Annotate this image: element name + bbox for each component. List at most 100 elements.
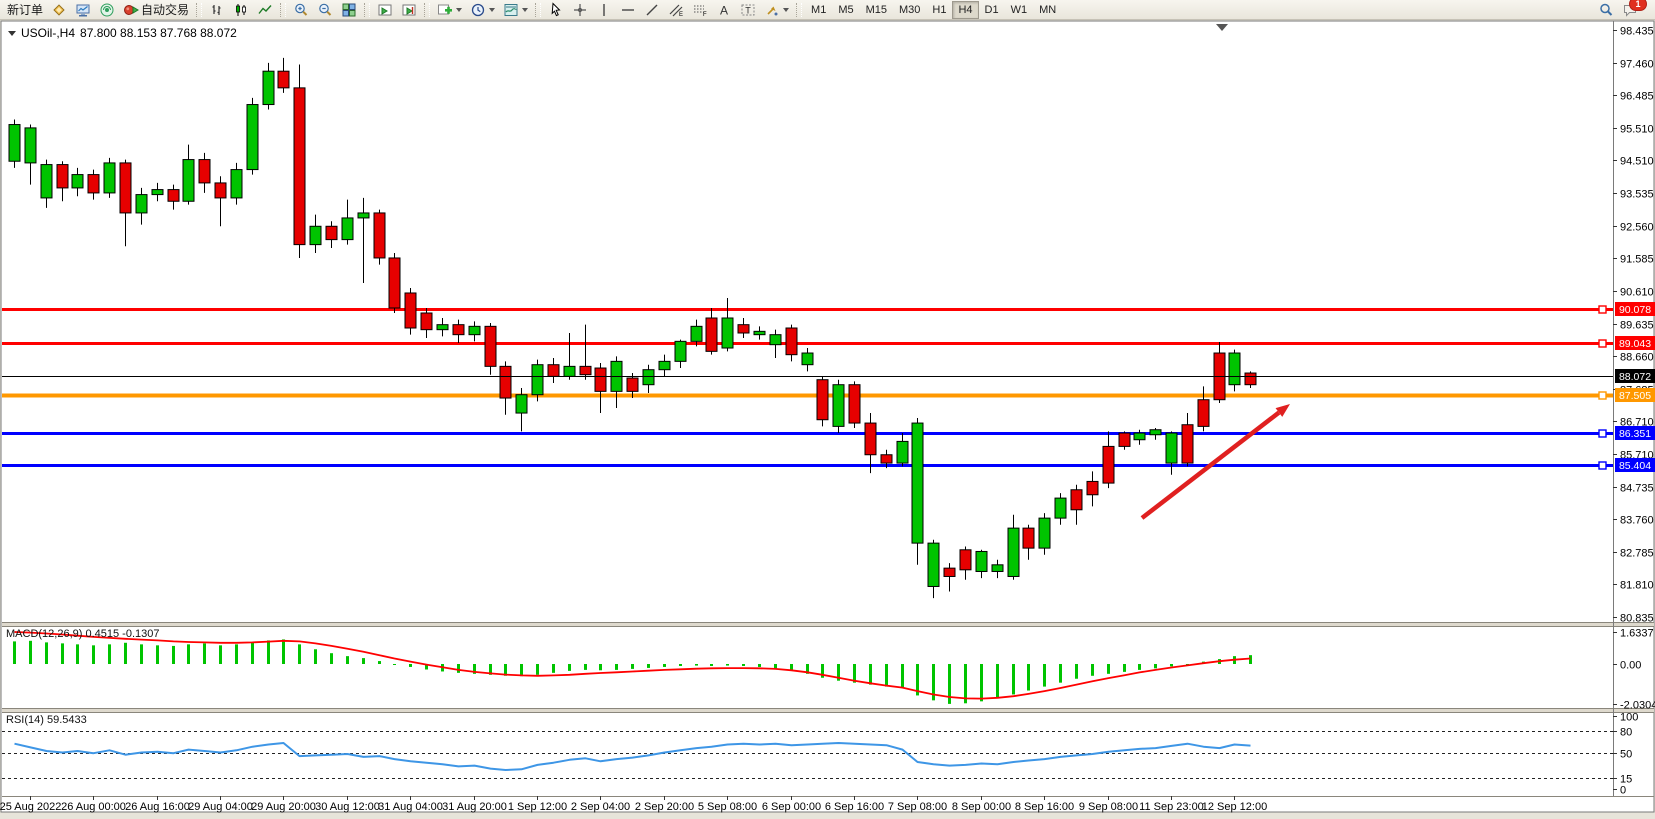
svg-text:5 Sep 08:00: 5 Sep 08:00 — [698, 801, 757, 813]
periods-button[interactable] — [466, 0, 499, 20]
svg-text:85.404: 85.404 — [1619, 460, 1651, 472]
market-watch-button[interactable] — [71, 0, 95, 20]
svg-text:83.760: 83.760 — [1620, 515, 1654, 527]
arrows-tool-button[interactable] — [760, 0, 793, 20]
fibonacci-icon: F — [694, 5, 707, 18]
crosshair-icon — [574, 3, 587, 16]
svg-text:90.078: 90.078 — [1619, 304, 1651, 316]
svg-text:26 Aug 16:00: 26 Aug 16:00 — [125, 801, 190, 813]
signals-button[interactable] — [95, 0, 119, 20]
svg-text:6 Sep 00:00: 6 Sep 00:00 — [762, 801, 821, 813]
templates-button[interactable] — [499, 0, 532, 20]
auto-scroll-button[interactable] — [397, 0, 421, 20]
svg-text:15: 15 — [1620, 774, 1632, 786]
rsi-indicator-label: RSI(14) 59.5433 — [6, 714, 87, 726]
svg-text:90.610: 90.610 — [1620, 287, 1654, 299]
timeframe-h4[interactable]: H4 — [952, 0, 979, 19]
rsi-line — [14, 742, 1251, 771]
text-button[interactable]: A — [712, 0, 736, 20]
svg-text:93.535: 93.535 — [1620, 189, 1654, 201]
chart-shift-marker[interactable] — [1216, 24, 1228, 31]
timeframe-m1[interactable]: M1 — [811, 3, 827, 16]
auto-trading-button[interactable]: 自动交易 — [119, 0, 193, 20]
svg-text:50: 50 — [1620, 749, 1632, 761]
crosshair-button[interactable] — [568, 0, 592, 20]
cursor-button[interactable] — [544, 0, 568, 20]
cursor-icon — [551, 1, 561, 16]
svg-text:-2.0304: -2.0304 — [1620, 700, 1655, 712]
svg-text:80: 80 — [1620, 727, 1632, 739]
svg-text:0.00: 0.00 — [1620, 660, 1641, 672]
svg-text:88.660: 88.660 — [1620, 352, 1654, 364]
new-order-button[interactable]: 新订单 — [3, 0, 47, 20]
svg-text:12 Sep 12:00: 12 Sep 12:00 — [1202, 801, 1267, 813]
timeframe-m30[interactable]: M30 — [899, 3, 921, 16]
history-center-button[interactable] — [47, 0, 71, 20]
svg-text:8 Sep 00:00: 8 Sep 00:00 — [952, 801, 1011, 813]
text-label-button[interactable]: T — [736, 0, 760, 20]
notification-badge: 1 — [1629, 0, 1647, 11]
horizontal-lines[interactable] — [2, 305, 1613, 470]
svg-text:6 Sep 16:00: 6 Sep 16:00 — [825, 801, 884, 813]
trend-arrow-head — [1275, 404, 1290, 417]
svg-text:88.072: 88.072 — [1619, 371, 1651, 383]
timeframe-m15[interactable]: M15 — [865, 3, 887, 16]
clock-icon — [471, 3, 485, 16]
trendline-button[interactable] — [640, 0, 664, 20]
svg-text:96.485: 96.485 — [1620, 91, 1654, 103]
toolbar-separator — [796, 2, 803, 17]
pane-separator[interactable] — [2, 708, 1654, 713]
svg-text:86.351: 86.351 — [1619, 428, 1651, 440]
toolbar-separator — [196, 2, 203, 17]
chart-shift-button[interactable] — [373, 0, 397, 20]
timeframe-w1[interactable]: W1 — [1010, 3, 1028, 16]
vertical-line-button[interactable] — [592, 0, 616, 20]
svg-text:92.560: 92.560 — [1620, 222, 1654, 234]
timeframe-d1[interactable]: D1 — [984, 3, 999, 16]
macd-signal-line — [14, 631, 1251, 700]
add-indicator-button[interactable] — [433, 0, 466, 20]
svg-text:7 Sep 08:00: 7 Sep 08:00 — [888, 801, 947, 813]
candlestick-series — [8, 57, 1257, 599]
fibonacci-button[interactable]: F — [688, 0, 712, 20]
price-line-badges: 90.078 89.043 88.072 87.505 86.351 85.404 — [1615, 302, 1655, 472]
candlestick-chart-button[interactable] — [229, 0, 253, 20]
new-order-label: 新订单 — [7, 3, 44, 17]
macd-indicator-label: MACD(12,26,9) 0.4515 -0.1307 — [6, 628, 160, 640]
pane-separator[interactable] — [2, 622, 1654, 627]
zoom-out-button[interactable] — [313, 0, 337, 20]
svg-text:30 Aug 12:00: 30 Aug 12:00 — [315, 801, 380, 813]
svg-text:89.635: 89.635 — [1620, 320, 1654, 332]
svg-text:86.710: 86.710 — [1620, 417, 1654, 429]
chevron-down-icon — [783, 7, 790, 12]
svg-text:E: E — [679, 12, 683, 18]
timeframe-h1[interactable]: H1 — [932, 3, 947, 16]
bar-chart-button[interactable] — [205, 0, 229, 20]
notifications-button[interactable]: 1 — [1618, 0, 1647, 20]
svg-text:89.043: 89.043 — [1619, 338, 1651, 350]
toolbar-separator — [535, 2, 542, 17]
search-button[interactable] — [1594, 0, 1618, 20]
timeframe-m5[interactable]: M5 — [838, 3, 854, 16]
search-icon — [1600, 3, 1613, 16]
zoom-out-icon — [319, 3, 332, 16]
line-chart-button[interactable] — [253, 0, 277, 20]
svg-text:94.510: 94.510 — [1620, 156, 1654, 168]
timeframe-mn[interactable]: MN — [1039, 3, 1057, 16]
zoom-in-button[interactable] — [289, 0, 313, 20]
svg-text:87.505: 87.505 — [1619, 390, 1651, 402]
chart-title[interactable]: USOil-,H4 87.800 88.153 87.768 88.072 — [8, 26, 237, 40]
equidistant-channel-button[interactable]: E — [664, 0, 688, 20]
main-toolbar: 新订单 自动交易 — [0, 0, 1655, 20]
templates-icon — [504, 3, 518, 16]
tile-windows-button[interactable] — [337, 0, 361, 20]
horizontal-line-button[interactable] — [616, 0, 640, 20]
chevron-down-icon — [522, 7, 529, 12]
svg-text:9 Sep 08:00: 9 Sep 08:00 — [1079, 801, 1138, 813]
svg-text:31 Aug 04:00: 31 Aug 04:00 — [378, 801, 443, 813]
ohlc-values: 87.800 88.153 87.768 88.072 — [80, 26, 237, 40]
text-icon: A — [720, 3, 728, 17]
trend-arrow[interactable] — [1140, 410, 1281, 520]
